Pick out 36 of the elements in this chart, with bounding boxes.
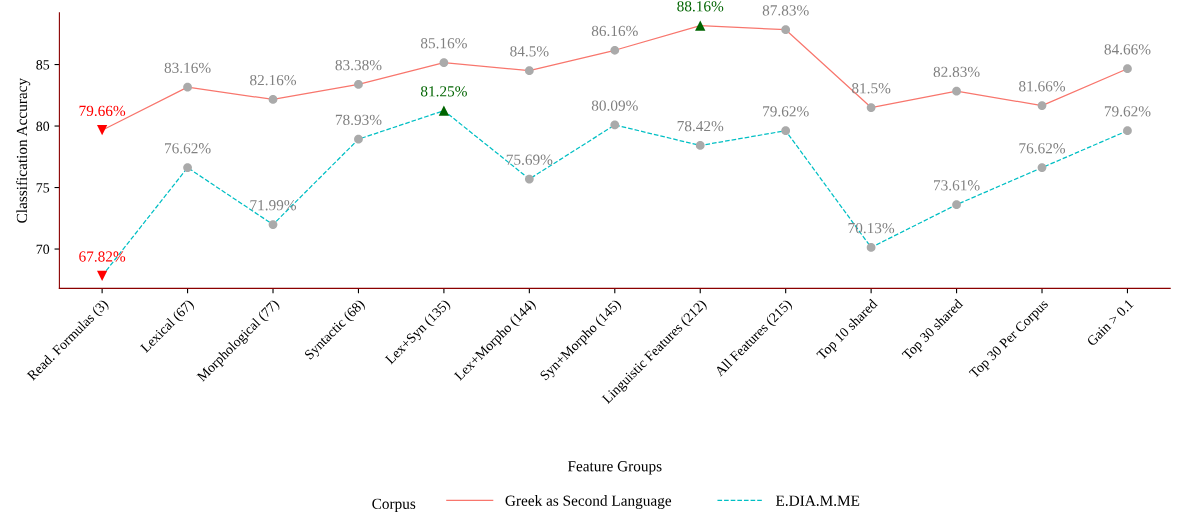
legend-title: Corpus	[372, 498, 416, 513]
y-tick-label: 70	[36, 244, 50, 254]
y-axis-title: Classification Accuracy	[16, 77, 31, 223]
legend-label: Greek as Second Language	[505, 495, 672, 509]
x-axis-title: Feature Groups	[567, 461, 662, 475]
data-label: 84.66%	[1104, 44, 1151, 55]
data-label: 67.82%	[79, 251, 126, 262]
data-label: 86.16%	[591, 25, 638, 37]
data-label: 79.62%	[763, 106, 809, 117]
y-tick-label: 85	[36, 60, 50, 70]
data-label: 76.62%	[165, 143, 211, 154]
data-label: 70.13%	[848, 222, 895, 234]
data-label: 79.62%	[1104, 106, 1151, 117]
data-label: 82.16%	[250, 74, 297, 86]
y-tick-label: 80	[36, 121, 50, 131]
data-label: 84.5%	[510, 46, 549, 57]
data-label: 80.09%	[591, 100, 638, 111]
data-label: 73.61%	[934, 180, 980, 191]
data-label: 83.16%	[164, 62, 211, 74]
data-label: 76.62%	[1019, 143, 1066, 154]
legend-label: E.DIA.M.ME	[775, 495, 860, 506]
data-label: 82.83%	[933, 66, 980, 78]
data-label: 81.66%	[1019, 81, 1066, 92]
y-tick-label: 75	[36, 183, 50, 193]
data-label: 78.93%	[335, 114, 382, 126]
data-label: 78.42%	[677, 120, 724, 132]
data-label: 79.66%	[79, 105, 126, 117]
data-label: 75.69%	[506, 154, 553, 165]
data-label: 81.25%	[420, 86, 467, 97]
data-label: 85.16%	[420, 38, 467, 49]
data-label: 71.99%	[250, 200, 297, 211]
x-tick-label: Gain > 0.1	[1086, 299, 1134, 347]
data-label: 81.5%	[851, 83, 891, 94]
data-label: 87.83%	[762, 5, 809, 16]
data-label: 83.38%	[335, 59, 382, 71]
data-label: 88.16%	[677, 1, 724, 12]
